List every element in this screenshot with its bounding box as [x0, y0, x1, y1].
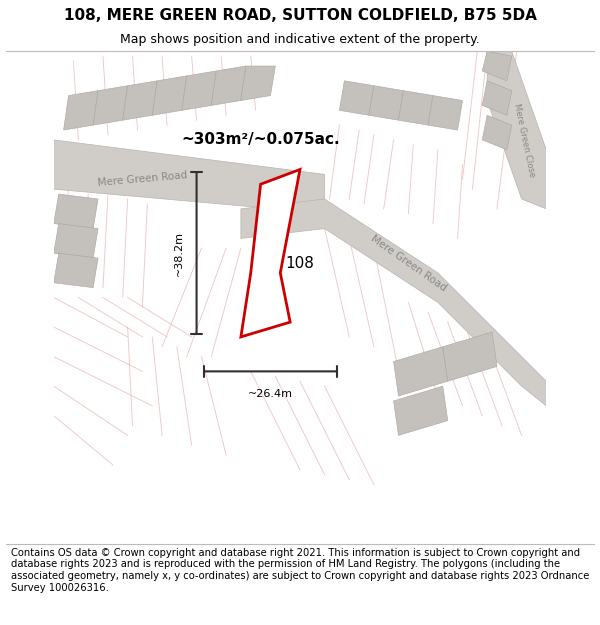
Polygon shape — [241, 199, 546, 406]
Polygon shape — [428, 96, 463, 130]
Polygon shape — [93, 86, 128, 125]
Polygon shape — [54, 194, 98, 229]
Polygon shape — [394, 386, 448, 436]
Polygon shape — [64, 91, 98, 130]
Polygon shape — [443, 332, 497, 381]
Polygon shape — [487, 51, 546, 209]
Text: Map shows position and indicative extent of the property.: Map shows position and indicative extent… — [120, 34, 480, 46]
Text: Mere Green Close: Mere Green Close — [512, 102, 536, 178]
Polygon shape — [340, 81, 374, 115]
Polygon shape — [122, 81, 157, 120]
Polygon shape — [394, 347, 448, 396]
Polygon shape — [152, 76, 187, 115]
Polygon shape — [482, 81, 512, 115]
Polygon shape — [369, 86, 403, 120]
Text: Mere Green Road: Mere Green Road — [97, 171, 188, 188]
Polygon shape — [54, 140, 325, 209]
Polygon shape — [241, 66, 275, 101]
Polygon shape — [211, 66, 246, 106]
Polygon shape — [182, 71, 216, 111]
Text: ~303m²/~0.075ac.: ~303m²/~0.075ac. — [181, 132, 340, 148]
Text: ~38.2m: ~38.2m — [175, 231, 184, 276]
Polygon shape — [54, 253, 98, 288]
Polygon shape — [241, 169, 300, 337]
Text: Contains OS data © Crown copyright and database right 2021. This information is : Contains OS data © Crown copyright and d… — [11, 548, 589, 592]
Polygon shape — [398, 91, 433, 125]
Text: Mere Green Road: Mere Green Road — [368, 233, 448, 293]
Polygon shape — [482, 51, 512, 81]
Polygon shape — [54, 224, 98, 258]
Polygon shape — [482, 115, 512, 150]
Text: 108, MERE GREEN ROAD, SUTTON COLDFIELD, B75 5DA: 108, MERE GREEN ROAD, SUTTON COLDFIELD, … — [64, 8, 536, 23]
Text: 108: 108 — [286, 256, 314, 271]
Text: ~26.4m: ~26.4m — [248, 389, 293, 399]
